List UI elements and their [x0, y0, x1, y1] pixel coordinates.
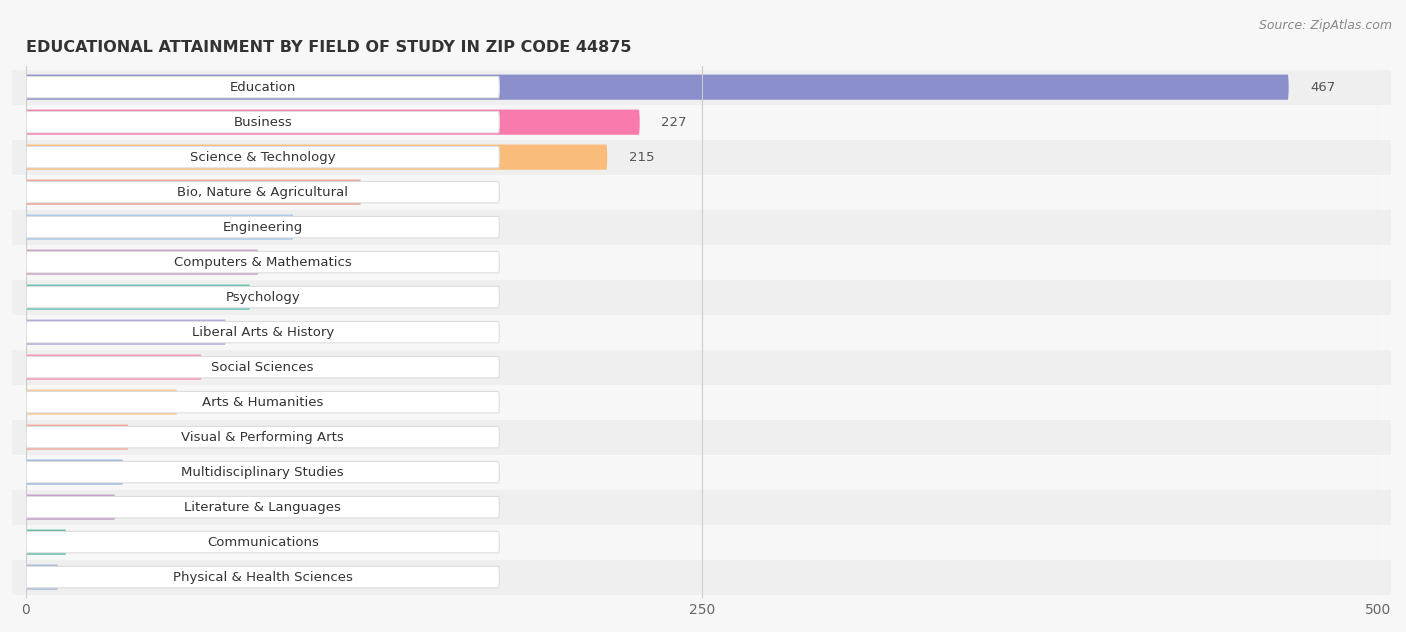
FancyBboxPatch shape	[13, 420, 1392, 454]
Text: 65: 65	[224, 361, 240, 374]
FancyBboxPatch shape	[13, 279, 1392, 315]
FancyBboxPatch shape	[13, 70, 1392, 105]
FancyBboxPatch shape	[13, 140, 1392, 174]
Text: Physical & Health Sciences: Physical & Health Sciences	[173, 571, 353, 583]
Text: 74: 74	[247, 325, 264, 339]
Text: 467: 467	[1310, 81, 1336, 94]
FancyBboxPatch shape	[25, 320, 226, 344]
FancyBboxPatch shape	[27, 286, 499, 308]
FancyBboxPatch shape	[27, 76, 499, 98]
Text: 38: 38	[150, 430, 167, 444]
Text: Literature & Languages: Literature & Languages	[184, 501, 342, 514]
FancyBboxPatch shape	[27, 111, 499, 133]
FancyBboxPatch shape	[25, 355, 201, 380]
FancyBboxPatch shape	[25, 250, 259, 275]
FancyBboxPatch shape	[25, 495, 115, 520]
Text: Computers & Mathematics: Computers & Mathematics	[174, 256, 352, 269]
FancyBboxPatch shape	[25, 145, 607, 170]
Text: Engineering: Engineering	[222, 221, 302, 234]
Text: 215: 215	[628, 150, 654, 164]
FancyBboxPatch shape	[27, 532, 499, 553]
Text: Education: Education	[229, 81, 295, 94]
Text: 86: 86	[280, 256, 297, 269]
FancyBboxPatch shape	[13, 525, 1392, 560]
FancyBboxPatch shape	[13, 560, 1392, 595]
Text: Business: Business	[233, 116, 292, 129]
FancyBboxPatch shape	[27, 496, 499, 518]
Text: Bio, Nature & Agricultural: Bio, Nature & Agricultural	[177, 186, 349, 198]
FancyBboxPatch shape	[13, 174, 1392, 210]
FancyBboxPatch shape	[27, 391, 499, 413]
Text: 83: 83	[271, 291, 288, 303]
FancyBboxPatch shape	[27, 461, 499, 483]
Text: 124: 124	[382, 186, 408, 198]
FancyBboxPatch shape	[13, 454, 1392, 490]
Text: Multidisciplinary Studies: Multidisciplinary Studies	[181, 466, 344, 478]
FancyBboxPatch shape	[27, 427, 499, 448]
FancyBboxPatch shape	[13, 105, 1392, 140]
Text: EDUCATIONAL ATTAINMENT BY FIELD OF STUDY IN ZIP CODE 44875: EDUCATIONAL ATTAINMENT BY FIELD OF STUDY…	[25, 40, 631, 55]
FancyBboxPatch shape	[13, 349, 1392, 385]
Text: Liberal Arts & History: Liberal Arts & History	[191, 325, 333, 339]
FancyBboxPatch shape	[27, 356, 499, 378]
Text: 36: 36	[145, 466, 162, 478]
Text: Science & Technology: Science & Technology	[190, 150, 336, 164]
FancyBboxPatch shape	[25, 284, 250, 310]
FancyBboxPatch shape	[25, 425, 128, 450]
Text: 227: 227	[661, 116, 686, 129]
FancyBboxPatch shape	[25, 459, 124, 485]
Text: 33: 33	[136, 501, 153, 514]
FancyBboxPatch shape	[27, 181, 499, 203]
Text: Communications: Communications	[207, 536, 319, 549]
FancyBboxPatch shape	[25, 530, 66, 555]
FancyBboxPatch shape	[27, 216, 499, 238]
Text: Source: ZipAtlas.com: Source: ZipAtlas.com	[1258, 19, 1392, 32]
Text: 99: 99	[315, 221, 332, 234]
FancyBboxPatch shape	[25, 75, 1289, 100]
FancyBboxPatch shape	[27, 147, 499, 168]
Text: Psychology: Psychology	[225, 291, 299, 303]
FancyBboxPatch shape	[27, 252, 499, 273]
FancyBboxPatch shape	[25, 179, 361, 205]
FancyBboxPatch shape	[13, 385, 1392, 420]
FancyBboxPatch shape	[13, 490, 1392, 525]
Text: Social Sciences: Social Sciences	[211, 361, 314, 374]
FancyBboxPatch shape	[25, 109, 640, 135]
FancyBboxPatch shape	[25, 214, 294, 240]
FancyBboxPatch shape	[13, 210, 1392, 245]
Text: 12: 12	[80, 571, 97, 583]
FancyBboxPatch shape	[25, 389, 177, 415]
FancyBboxPatch shape	[13, 315, 1392, 349]
FancyBboxPatch shape	[27, 566, 499, 588]
Text: Visual & Performing Arts: Visual & Performing Arts	[181, 430, 344, 444]
Text: 15: 15	[89, 536, 105, 549]
FancyBboxPatch shape	[25, 564, 58, 590]
FancyBboxPatch shape	[27, 322, 499, 343]
FancyBboxPatch shape	[13, 245, 1392, 279]
Text: 56: 56	[200, 396, 217, 409]
Text: Arts & Humanities: Arts & Humanities	[202, 396, 323, 409]
